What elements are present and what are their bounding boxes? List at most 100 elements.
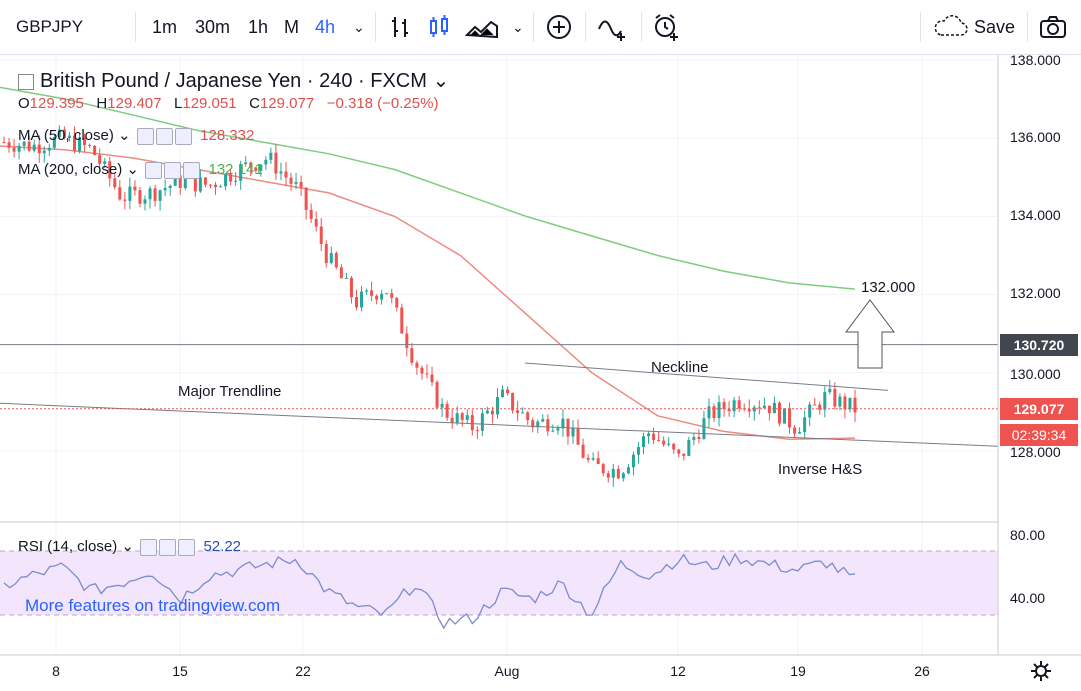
eye-icon[interactable] [140, 538, 158, 556]
candle-body [289, 177, 293, 184]
time-axis-label: 26 [914, 663, 930, 679]
candles-icon[interactable] [425, 13, 453, 41]
interval-30m-button[interactable]: 30m [195, 17, 231, 37]
candle-body [344, 277, 348, 279]
candle-body [495, 397, 499, 415]
candle-body [208, 184, 212, 186]
candle-body [475, 430, 479, 432]
candle-body [823, 392, 827, 410]
candle-body [264, 159, 268, 165]
ma200-legend[interactable]: MA (200, close) ⌄ 132.141 [18, 160, 263, 179]
high-value: 129.407 [107, 95, 162, 112]
candle-body [360, 291, 364, 308]
candle-body [636, 447, 640, 455]
time-axis-label: 15 [172, 663, 188, 679]
candle-body [349, 277, 353, 298]
trendline-label[interactable]: Major Trendline [178, 383, 282, 400]
bar-chart-icon[interactable] [387, 13, 415, 41]
candle-body [123, 199, 127, 201]
toolbar-divider [920, 12, 921, 42]
candle-body [163, 188, 167, 191]
area-chart-icon[interactable] [465, 13, 499, 41]
close-icon[interactable] [174, 127, 192, 145]
candle-body [818, 404, 822, 410]
candle-body [546, 419, 550, 432]
change-value: −0.318 (−0.25%) [326, 95, 439, 112]
rsi-axis-label: 40.00 [1010, 590, 1046, 606]
candle-body [254, 167, 258, 171]
candle-body [541, 419, 545, 422]
candle-body [430, 374, 434, 383]
candle-body [259, 164, 263, 171]
ma200-label[interactable]: MA (200, close) [18, 161, 123, 178]
eye-icon[interactable] [145, 161, 163, 179]
close-icon[interactable] [178, 538, 196, 556]
candle-body [138, 190, 142, 204]
rsi-chevron-icon[interactable]: ⌄ [121, 538, 134, 555]
price-axis-label: 138.000 [1010, 52, 1061, 68]
compare-add-icon[interactable] [545, 13, 573, 41]
candle-body [813, 404, 817, 406]
ma50-chevron-icon[interactable]: ⌄ [118, 127, 131, 144]
indicators-icon[interactable] [597, 13, 629, 41]
rsi-label[interactable]: RSI (14, close) [18, 538, 118, 555]
ma200-chevron-icon[interactable]: ⌄ [126, 161, 139, 178]
close-icon[interactable] [183, 161, 201, 179]
pattern-label[interactable]: Inverse H&S [778, 461, 863, 478]
interval-1h-button[interactable]: 1h [248, 17, 269, 37]
target-label[interactable]: 132.000 [861, 279, 916, 296]
candle-body [193, 176, 197, 192]
toolbar-divider [641, 12, 642, 42]
eye-icon[interactable] [136, 127, 154, 145]
gear-icon[interactable] [164, 161, 182, 179]
symbol-search-button[interactable]: GBPJPY [16, 17, 84, 36]
gear-icon[interactable] [155, 127, 173, 145]
collapse-legend-icon[interactable] [18, 73, 34, 90]
interval-1m-button[interactable]: 1m [152, 17, 178, 37]
interval-4h-button[interactable]: 4h [315, 17, 336, 37]
candle-body [118, 187, 122, 200]
candle-body [370, 290, 374, 296]
rsi-band [0, 551, 998, 615]
alert-clock-icon[interactable] [652, 13, 680, 41]
candle-body [702, 418, 706, 440]
chart-type-chevron-icon[interactable]: ⌄ [512, 19, 524, 35]
candle-body [440, 403, 444, 408]
time-axis-label: Aug [494, 663, 520, 679]
neckline-label[interactable]: Neckline [651, 359, 709, 376]
ma50-label[interactable]: MA (50, close) [18, 127, 114, 144]
candle-body [652, 433, 656, 440]
settings-gear-icon[interactable] [1030, 660, 1052, 682]
interval-m-button[interactable]: M [284, 17, 299, 37]
rsi-legend[interactable]: RSI (14, close) ⌄ 52.22 [18, 537, 241, 556]
candle-body [596, 458, 600, 465]
title-chevron-icon[interactable]: ⌄ [432, 70, 450, 92]
tradingview-watermark-link[interactable]: More features on tradingview.com [25, 596, 281, 615]
candle-body [626, 467, 630, 474]
candle-body [581, 444, 585, 458]
open-key: O [18, 95, 30, 112]
candle-body [390, 293, 394, 298]
candle-body [561, 418, 565, 429]
candle-body [319, 226, 323, 245]
candle-body [516, 410, 520, 414]
candle-body [642, 436, 646, 448]
candle-body [692, 436, 696, 440]
price-axis-label: 132.000 [1010, 285, 1061, 301]
cloud-save-icon[interactable] [932, 13, 970, 41]
candle-body [284, 171, 288, 178]
candle-body [385, 293, 389, 295]
price-axis-label: 130.000 [1010, 366, 1061, 382]
candle-body [57, 129, 61, 138]
ma50-legend[interactable]: MA (50, close) ⌄ 128.332 [18, 126, 254, 145]
interval-dropdown-chevron-icon[interactable]: ⌄ [353, 19, 365, 35]
candle-body [485, 410, 489, 414]
candle-body [128, 186, 132, 201]
symbol-title[interactable]: British Pound / Japanese Yen · 240 · FXC… [40, 70, 427, 92]
gear-icon[interactable] [159, 538, 177, 556]
camera-snapshot-icon[interactable] [1038, 13, 1068, 41]
save-button[interactable]: Save [974, 17, 1016, 37]
candle-body [465, 415, 469, 420]
candle-body [762, 405, 766, 409]
